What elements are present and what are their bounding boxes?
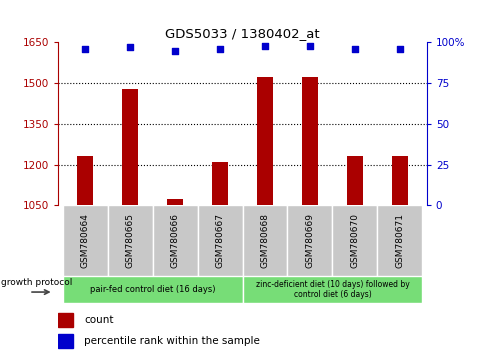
Text: percentile rank within the sample: percentile rank within the sample — [84, 336, 259, 346]
Text: growth protocol: growth protocol — [1, 278, 73, 287]
Bar — [58, 334, 73, 348]
FancyBboxPatch shape — [242, 276, 422, 303]
Text: pair-fed control diet (16 days): pair-fed control diet (16 days) — [90, 285, 215, 294]
Bar — [122, 88, 138, 205]
FancyBboxPatch shape — [197, 205, 242, 276]
Text: GSM780664: GSM780664 — [80, 213, 90, 268]
Text: GSM780668: GSM780668 — [260, 213, 269, 268]
Text: GSM780671: GSM780671 — [394, 213, 404, 268]
Text: GSM780669: GSM780669 — [305, 213, 314, 268]
Bar — [346, 156, 362, 205]
Text: count: count — [84, 315, 113, 325]
FancyBboxPatch shape — [332, 205, 377, 276]
Bar — [77, 156, 93, 205]
Point — [260, 43, 268, 48]
FancyBboxPatch shape — [377, 205, 422, 276]
Title: GDS5033 / 1380402_at: GDS5033 / 1380402_at — [165, 27, 319, 40]
Bar — [167, 199, 182, 205]
Bar — [391, 156, 407, 205]
Bar — [257, 77, 272, 205]
FancyBboxPatch shape — [242, 205, 287, 276]
Point — [171, 48, 179, 53]
Text: GSM780670: GSM780670 — [349, 213, 359, 268]
FancyBboxPatch shape — [107, 205, 152, 276]
Text: GSM780666: GSM780666 — [170, 213, 179, 268]
Text: GSM780665: GSM780665 — [125, 213, 135, 268]
Point — [216, 46, 224, 52]
Point — [395, 46, 403, 52]
Point — [126, 45, 134, 50]
FancyBboxPatch shape — [62, 205, 107, 276]
FancyBboxPatch shape — [62, 276, 242, 303]
Text: GSM780667: GSM780667 — [215, 213, 224, 268]
Bar — [212, 162, 227, 205]
Text: zinc-deficient diet (10 days) followed by
control diet (6 days): zinc-deficient diet (10 days) followed b… — [255, 280, 408, 299]
Bar — [302, 77, 317, 205]
Bar — [58, 313, 73, 327]
FancyBboxPatch shape — [287, 205, 332, 276]
Point — [81, 46, 89, 52]
Point — [305, 43, 313, 48]
Point — [350, 46, 358, 52]
FancyBboxPatch shape — [152, 205, 197, 276]
